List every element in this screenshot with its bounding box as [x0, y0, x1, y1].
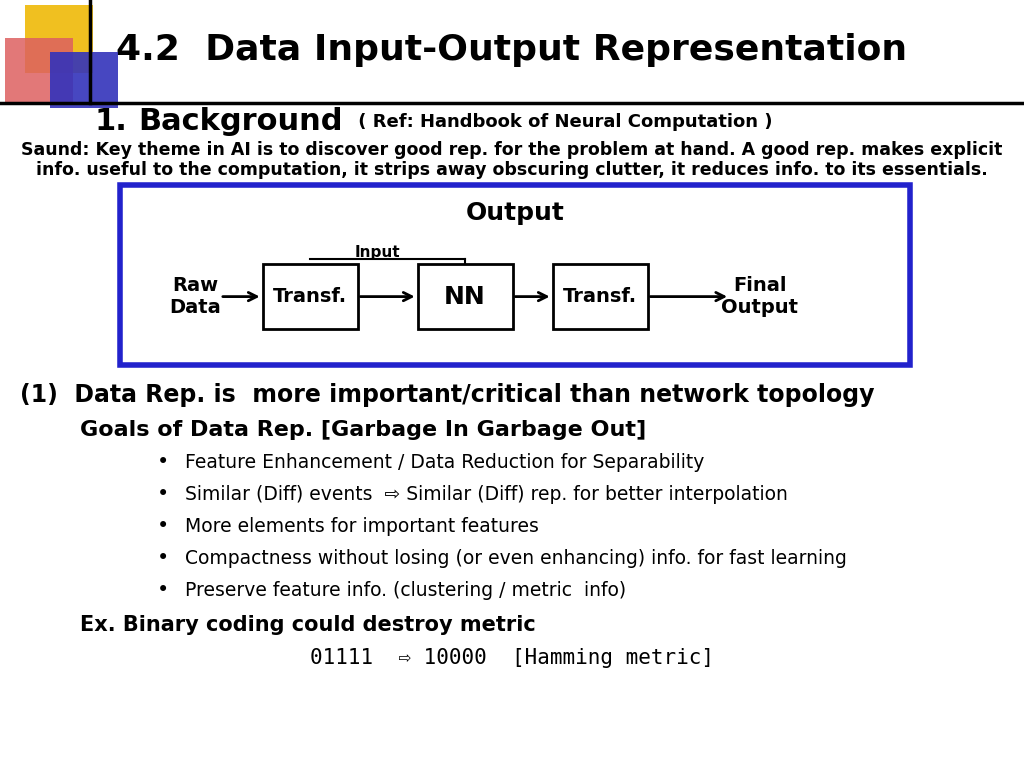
- Text: Saund: Key theme in AI is to discover good rep. for the problem at hand. A good : Saund: Key theme in AI is to discover go…: [22, 141, 1002, 159]
- Text: Feature Enhancement / Data Reduction for Separability: Feature Enhancement / Data Reduction for…: [185, 452, 705, 472]
- Text: info. useful to the computation, it strips away obscuring clutter, it reduces in: info. useful to the computation, it stri…: [36, 161, 988, 179]
- Text: •: •: [157, 452, 169, 472]
- Text: Ex. Binary coding could destroy metric: Ex. Binary coding could destroy metric: [80, 615, 536, 635]
- Bar: [50, 52, 118, 108]
- Text: ( Ref: Handbook of Neural Computation ): ( Ref: Handbook of Neural Computation ): [352, 113, 772, 131]
- Bar: [5, 38, 73, 103]
- Bar: [262, 264, 357, 329]
- Text: 4.2  Data Input-Output Representation: 4.2 Data Input-Output Representation: [117, 33, 907, 67]
- Text: Goals of Data Rep. [Garbage In Garbage Out]: Goals of Data Rep. [Garbage In Garbage O…: [80, 420, 646, 440]
- Text: (1)  Data Rep. is  more important/critical than network topology: (1) Data Rep. is more important/critical…: [20, 383, 874, 407]
- Bar: [418, 264, 512, 329]
- Text: •: •: [157, 580, 169, 600]
- Text: Raw
Data: Raw Data: [169, 276, 221, 317]
- Text: Background: Background: [138, 108, 342, 137]
- Bar: [553, 264, 647, 329]
- Text: •: •: [157, 548, 169, 568]
- Text: 01111  ⇨ 10000  [Hamming metric]: 01111 ⇨ 10000 [Hamming metric]: [310, 648, 714, 668]
- Text: Compactness without losing (or even enhancing) info. for fast learning: Compactness without losing (or even enha…: [185, 548, 847, 568]
- Text: More elements for important features: More elements for important features: [185, 517, 539, 535]
- Text: NN: NN: [444, 285, 485, 309]
- Text: Transf.: Transf.: [273, 287, 347, 306]
- Text: Similar (Diff) events  ⇨ Similar (Diff) rep. for better interpolation: Similar (Diff) events ⇨ Similar (Diff) r…: [185, 485, 787, 504]
- Text: •: •: [157, 484, 169, 504]
- Text: •: •: [157, 516, 169, 536]
- Text: Input: Input: [354, 244, 400, 260]
- Text: Preserve feature info. (clustering / metric  info): Preserve feature info. (clustering / met…: [185, 581, 626, 600]
- Text: Final
Output: Final Output: [722, 276, 799, 317]
- Text: Output: Output: [466, 201, 564, 225]
- Text: 1.: 1.: [95, 108, 128, 137]
- Bar: [25, 5, 93, 73]
- Bar: [120, 185, 910, 365]
- Text: Transf.: Transf.: [563, 287, 637, 306]
